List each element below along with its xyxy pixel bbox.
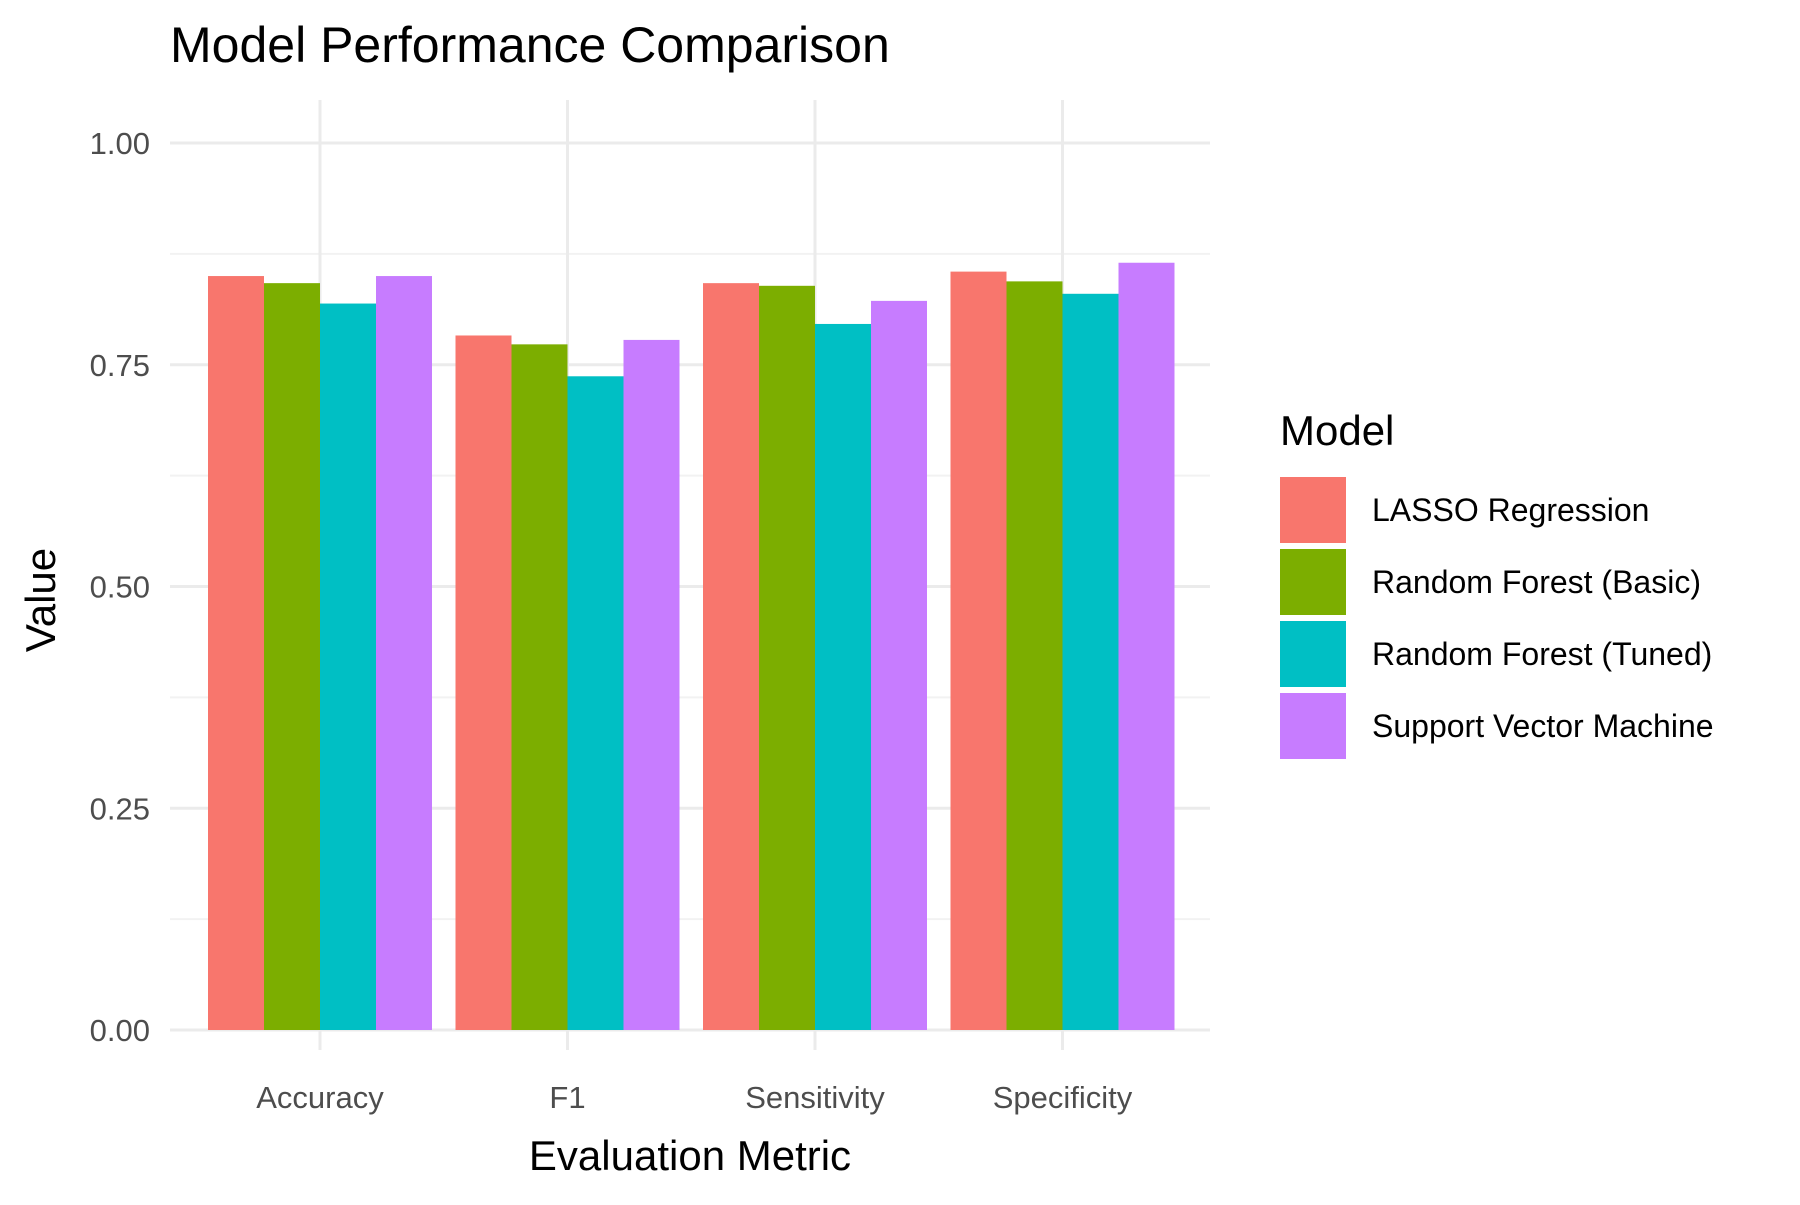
y-tick-label: 1.00 <box>90 126 150 161</box>
bar <box>264 283 320 1030</box>
x-tick-label: Specificity <box>993 1080 1133 1115</box>
legend: Model LASSO Regression Random Forest (Bas… <box>1280 407 1714 759</box>
y-tick-label: 0.75 <box>90 348 150 383</box>
x-tick-label: F1 <box>549 1080 585 1115</box>
bar <box>376 276 432 1030</box>
legend-key <box>1280 693 1346 759</box>
chart-title: Model Performance Comparison <box>170 17 890 73</box>
bar <box>950 271 1007 1030</box>
y-axis-ticks: 0.00 0.25 0.50 0.75 1.00 <box>90 126 150 1048</box>
y-tick-label: 0.00 <box>90 1013 150 1048</box>
legend-label: Random Forest (Tuned) <box>1372 636 1712 672</box>
legend-key <box>1280 621 1346 687</box>
bar <box>871 300 927 1030</box>
bar <box>567 376 624 1030</box>
bar <box>1118 262 1175 1030</box>
legend-label: Random Forest (Basic) <box>1372 564 1701 600</box>
legend-key <box>1280 477 1346 543</box>
bars <box>208 262 1175 1030</box>
bar <box>1062 293 1119 1030</box>
bar <box>320 303 376 1030</box>
legend-key <box>1280 549 1346 615</box>
y-tick-label: 0.25 <box>90 791 150 826</box>
bar <box>703 283 759 1030</box>
bar <box>455 335 512 1030</box>
bar <box>759 285 815 1030</box>
x-axis-ticks: Accuracy F1 Sensitivity Specificity <box>256 1080 1133 1115</box>
legend-label: LASSO Regression <box>1372 492 1649 528</box>
y-axis-title: Value <box>17 548 64 652</box>
x-tick-label: Sensitivity <box>745 1080 885 1115</box>
x-tick-label: Accuracy <box>256 1080 384 1115</box>
x-axis-title: Evaluation Metric <box>529 1132 851 1179</box>
y-tick-label: 0.50 <box>90 570 150 605</box>
bar <box>623 339 680 1030</box>
bar <box>1006 281 1063 1030</box>
bar <box>511 344 568 1030</box>
bar <box>815 323 871 1030</box>
legend-title: Model <box>1280 407 1394 454</box>
legend-label: Support Vector Machine <box>1372 708 1714 744</box>
bar <box>208 276 264 1030</box>
